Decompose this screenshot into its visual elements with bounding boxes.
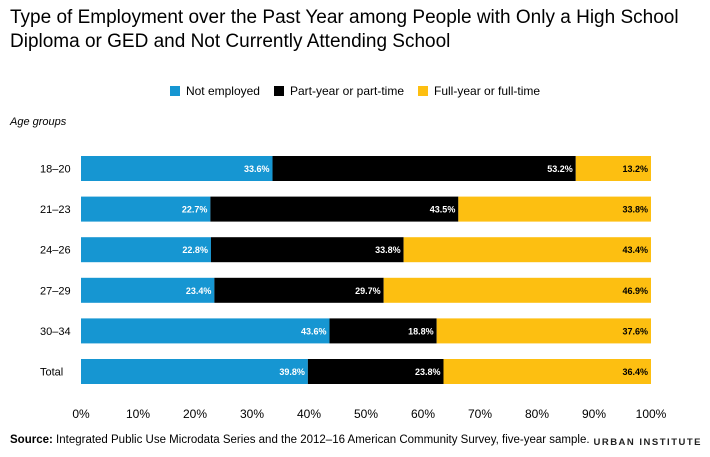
y-tick-label: 27–29 [40,285,71,297]
legend: Not employed Part-year or part-time Full… [0,82,710,100]
data-label: 22.8% [182,245,208,255]
source-text: Integrated Public Use Microdata Series a… [56,434,590,446]
x-tick-label: 70% [468,407,492,421]
legend-swatch-not-employed [169,86,180,96]
data-label: 43.4% [622,245,648,255]
legend-item-part-year: Part-year or part-time [273,82,405,100]
bar-segment [214,277,384,303]
y-tick-label: 18–20 [40,164,71,176]
data-label: 36.4% [622,367,648,377]
legend-label-not-employed: Not employed [185,84,260,98]
data-label: 53.2% [547,164,573,174]
y-tick-label: 21–23 [40,204,71,216]
bar-segment [81,277,215,303]
bar-segment [81,156,273,181]
data-label: 33.6% [244,164,270,174]
data-label: 37.6% [622,326,648,336]
bar-segment [575,156,651,181]
data-label: 33.8% [375,245,401,255]
data-label: 18.8% [408,326,434,336]
legend-swatch-full-year [418,86,429,96]
bar-segment [458,196,651,222]
bar-segment [81,237,211,263]
brand-logo: URBAN INSTITUTE [593,437,702,448]
bar-segment [81,359,308,384]
bar-segment [272,156,576,181]
legend-label-full-year: Full-year or full-time [434,84,541,98]
legend-swatch-part-year [273,86,284,96]
source-label: Source: [10,434,53,446]
x-tick-label: 50% [354,407,378,421]
y-tick-label: 30–34 [40,326,71,338]
y-axis-title: Age groups [10,116,67,128]
source-note: Source: Integrated Public Use Microdata … [10,434,590,446]
bar-segment [329,318,437,344]
data-label: 22.7% [182,205,208,215]
x-tick-label: 90% [582,407,606,421]
y-tick-label: 24–26 [40,245,71,257]
data-label: 23.8% [415,367,441,377]
data-label: 33.8% [622,205,648,215]
data-label: 46.9% [622,286,648,296]
x-tick-label: 60% [411,407,435,421]
data-label: 39.8% [279,367,305,377]
bar-segment [307,359,444,384]
data-label: 43.6% [301,326,327,336]
data-label: 29.7% [355,286,381,296]
bar-segment [81,318,330,344]
x-tick-label: 20% [183,407,207,421]
x-tick-label: 40% [297,407,321,421]
x-tick-label: 100% [636,407,667,421]
bar-segment [81,196,211,222]
legend-item-full-year: Full-year or full-time [418,82,540,100]
x-tick-label: 10% [126,407,150,421]
chart-title: Type of Employment over the Past Year am… [10,7,679,52]
bar-segment [403,237,651,263]
bar-segment [210,196,459,222]
legend-item-not-employed: Not employed [169,82,260,100]
bar-segment [210,237,404,263]
x-tick-label: 80% [525,407,549,421]
bar-segment [443,359,651,384]
data-label: 43.5% [430,205,456,215]
x-tick-label: 30% [240,407,264,421]
y-tick-label: Total [40,367,63,379]
data-label: 13.2% [622,164,648,174]
data-label: 23.4% [186,286,212,296]
bar-segment [383,277,651,303]
x-tick-label: 0% [72,407,90,421]
legend-label-part-year: Part-year or part-time [289,84,405,98]
bar-segment [436,318,651,344]
